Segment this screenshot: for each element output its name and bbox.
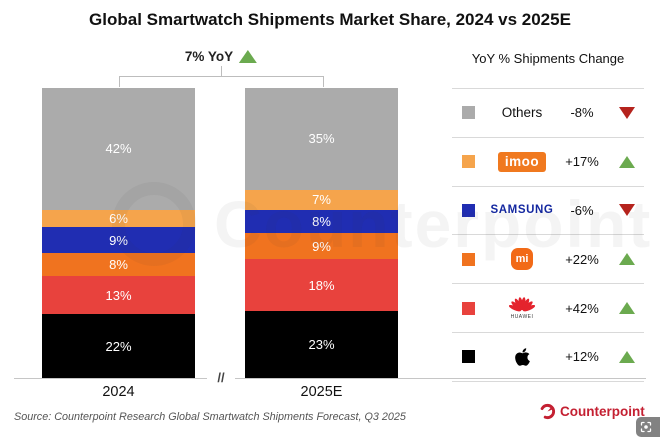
segment-value-label: 8% [312,213,331,229]
bracket-stem [221,66,222,76]
legend-row-samsung: SAMSUNG -6% [452,187,644,236]
bracket-span [119,76,324,77]
chart-title: Global Smartwatch Shipments Market Share… [89,10,571,29]
imoo-badge: imoo [498,151,546,172]
segment-value-label: 35% [308,131,335,147]
segment-value-label: 7% [312,192,331,208]
legend-row-xiaomi: mi +22% [452,235,644,285]
x-axis-label-2024: 2024 [102,384,135,400]
yoy-change-value: +22% [565,251,599,267]
legend-header: YoY % Shipments Change [471,51,625,66]
image-search-lens-button[interactable] [636,417,660,437]
counterpoint-logo-icon [539,403,556,420]
legend-swatch-others [462,106,475,120]
samsung-logo: SAMSUNG [490,204,554,216]
legend-swatch-imoo [462,155,475,169]
segment-value-label: 6% [109,210,128,226]
legend-row-others: Others -8% [452,89,644,138]
bar-segment-apple-2025e: 23% [245,311,398,378]
bar-segment-apple-2024: 22% [42,314,195,378]
legend-row-huawei: HUAWEI +42% [452,284,644,333]
stacked-bar-2025e: 35% 7% 8% 9% 18% 23% [245,88,398,378]
apple-logo [490,347,554,367]
imoo-logo: imoo [490,151,554,172]
up-triangle-icon [619,350,635,363]
legend-swatch-samsung [462,203,475,217]
brand-name: Others [501,105,543,121]
bar-segment-huawei-2024: 13% [42,276,195,315]
yoy-change-value: -8% [570,105,594,121]
legend-swatch-huawei [462,301,475,315]
yoy-change-value: +42% [565,300,599,316]
bar-segment-huawei-2025e: 18% [245,259,398,312]
lens-icon [640,421,652,433]
mi-badge: mi [511,248,533,271]
counterpoint-logo: Counterpoint [539,403,645,420]
up-triangle-icon [610,155,644,168]
legend-swatch-xiaomi [462,252,475,266]
bar-segment-xiaomi-2025e: 9% [245,232,398,260]
legend-row-imoo: imoo +17% [452,138,644,187]
segment-value-label: 13% [105,287,132,303]
up-triangle-icon [610,253,644,266]
segment-value-label: 8% [109,257,128,273]
bar-segment-xiaomi-2024: 8% [42,253,195,277]
apple-icon [514,348,530,366]
legend-swatch-apple [462,350,475,364]
x-axis-line [14,378,646,379]
legend: Others -8% imoo +17% SAMSUNG -6% mi +22% HUAWEI +… [452,88,644,382]
up-triangle-icon [610,302,644,315]
down-triangle-icon [610,204,644,217]
counterpoint-logo-text: Counterpoint [560,404,645,419]
samsung-wordmark: SAMSUNG [490,204,554,217]
yoy-change-value: -6% [570,202,594,218]
mi-logo: mi [490,248,554,271]
stacked-bar-2024: 42% 6% 9% 8% 13% 22% [42,88,195,378]
bracket-drop-right [323,76,324,87]
yoy-change-value: +17% [565,154,599,170]
source-note: Source: Counterpoint Research Global Sma… [14,411,406,423]
segment-value-label: 18% [308,277,335,293]
huawei-logo: HUAWEI [490,296,554,320]
up-triangle-icon [610,350,644,363]
total-yoy-annotation: 7% YoY [184,49,258,64]
segment-value-label: 23% [308,337,335,353]
up-triangle-icon [619,253,635,266]
up-triangle-icon [239,50,258,63]
down-triangle-icon [619,204,635,217]
segment-value-label: 42% [105,141,132,157]
down-triangle-icon [619,106,635,119]
up-triangle-icon [619,302,635,315]
huawei-wordmark: HUAWEI [510,313,534,320]
total-yoy-label: 7% YoY [184,49,234,64]
down-triangle-icon [610,106,644,119]
segment-value-label: 9% [312,238,331,254]
bar-segment-samsung-2024: 9% [42,227,195,254]
bracket-drop-left [119,76,120,87]
brand-label-others: Others [490,105,554,120]
bar-segment-samsung-2025e: 8% [245,209,398,233]
bar-segment-others-2024: 42% [42,88,195,210]
segment-value-label: 22% [105,338,132,354]
segment-value-label: 9% [109,232,128,248]
x-axis-label-2025e: 2025E [300,384,343,400]
bar-segment-imoo-2024: 6% [42,209,195,228]
legend-row-apple: +12% [452,333,644,382]
up-triangle-icon [619,155,635,168]
bar-segment-others-2025e: 35% [245,88,398,190]
axis-break-mark: // [207,370,235,385]
yoy-change-value: +12% [565,349,599,365]
huawei-flower-icon: HUAWEI [509,296,535,320]
bar-segment-imoo-2025e: 7% [245,189,398,210]
